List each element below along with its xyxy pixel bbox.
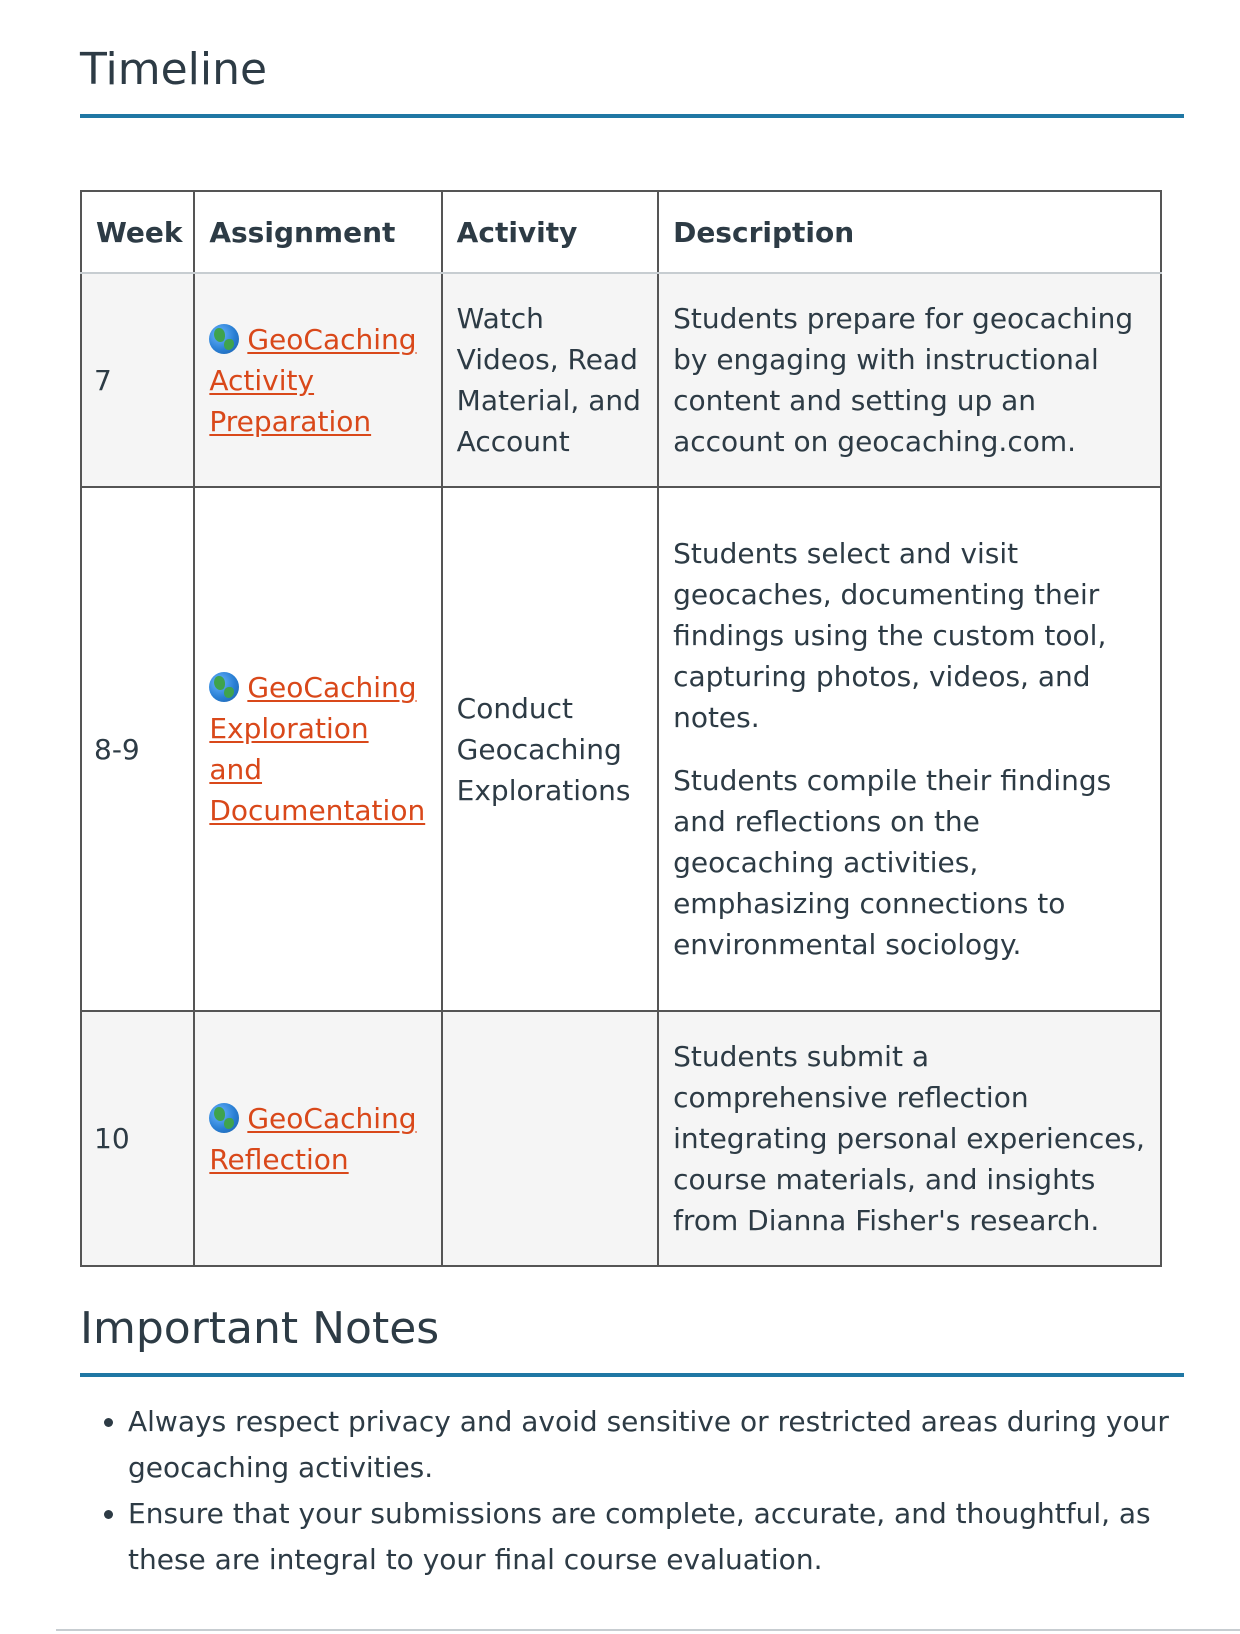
activity-cell: Conduct Geocaching Explorations <box>440 486 660 1012</box>
list-item: Ensure that your submissions are complet… <box>128 1491 1184 1583</box>
week-cell: 10 <box>79 1010 196 1267</box>
description-cell: Students select and visit geocaches, doc… <box>657 486 1162 1012</box>
description-text: Students submit a comprehensive reflecti… <box>673 1040 1145 1237</box>
table-row: 8-9 GeoCaching Exploration and Documenta… <box>79 486 1162 1012</box>
globe-icon <box>209 1102 240 1133</box>
table-row: 7 GeoCaching Activity Preparation Watch … <box>79 272 1162 488</box>
globe-icon <box>209 323 240 354</box>
header-assignment: Assignment <box>193 190 443 274</box>
description-cell: Students prepare for geocaching by engag… <box>657 272 1162 488</box>
table-header-row: Week Assignment Activity Description <box>79 190 1162 274</box>
assignment-link-activity-preparation[interactable]: GeoCaching Activity Preparation <box>209 322 417 438</box>
week-cell: 8-9 <box>79 486 196 1012</box>
table-row: 10 GeoCaching Reflection Students submit… <box>79 1010 1162 1267</box>
page-content: Timeline Week Assignment Activity Descri… <box>79 0 1184 1583</box>
notes-list: Always respect privacy and avoid sensiti… <box>80 1399 1184 1583</box>
description-text: Students select and visit geocaches, doc… <box>673 537 1107 734</box>
assignment-cell: GeoCaching Activity Preparation <box>193 272 443 488</box>
assignment-link-text: GeoCaching Reflection <box>209 1101 417 1176</box>
important-notes-heading: Important Notes <box>80 1307 1184 1377</box>
activity-cell: Watch Videos, Read Material, and Account <box>440 272 660 488</box>
timeline-table: Week Assignment Activity Description 7 G… <box>79 190 1162 1267</box>
description-text: Students compile their findings and refl… <box>673 764 1112 961</box>
header-week: Week <box>79 190 196 274</box>
timeline-heading: Timeline <box>80 0 1184 118</box>
description-cell: Students submit a comprehensive reflecti… <box>657 1010 1162 1267</box>
assignment-link-text: GeoCaching Activity Preparation <box>209 322 417 438</box>
assignment-link-reflection[interactable]: GeoCaching Reflection <box>209 1101 417 1176</box>
assignment-link-text: GeoCaching Exploration and Documentation <box>209 671 426 827</box>
description-text: Students prepare for geocaching by engag… <box>673 302 1134 458</box>
list-item: Always respect privacy and avoid sensiti… <box>128 1399 1184 1491</box>
assignment-cell: GeoCaching Reflection <box>193 1010 443 1267</box>
globe-icon <box>209 672 240 702</box>
header-description: Description <box>657 190 1162 274</box>
activity-cell <box>440 1010 660 1267</box>
assignment-link-exploration-documentation[interactable]: GeoCaching Exploration and Documentation <box>209 671 425 827</box>
bottom-divider <box>56 1629 1240 1631</box>
assignment-cell: GeoCaching Exploration and Documentation <box>193 486 443 1012</box>
week-cell: 7 <box>79 272 196 488</box>
header-activity: Activity <box>440 190 660 274</box>
